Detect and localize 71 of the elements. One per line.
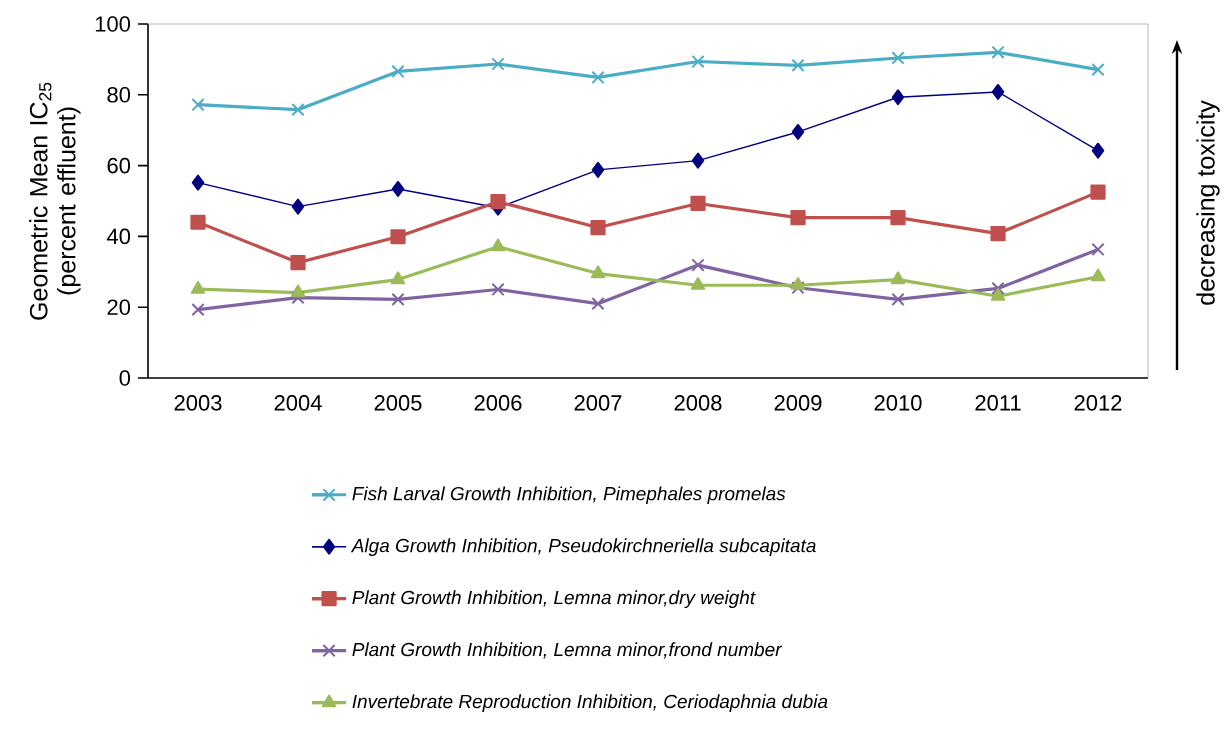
point: [591, 161, 605, 178]
point: [590, 265, 606, 279]
point: [690, 195, 706, 212]
point: [890, 271, 906, 285]
x-tick-label: 2004: [274, 395, 322, 411]
point: [990, 225, 1006, 242]
y-axis-title: Geometric Mean IC$_{25}$ (percent effluent): [29, 82, 81, 320]
point: [690, 277, 706, 290]
legend-label: Plant Growth Inhibition, Lemna minor,frond number: [352, 642, 783, 659]
point: [591, 296, 605, 311]
x-tick-label: 2003: [174, 395, 222, 411]
point: [691, 258, 705, 272]
point: [790, 210, 806, 226]
point: [190, 280, 206, 294]
legend-label: Plant Growth Inhibition, Lemna minor,dry weight: [352, 590, 756, 609]
point: [290, 254, 306, 271]
point: [191, 174, 205, 191]
point: [691, 152, 705, 169]
point: [890, 210, 906, 226]
point: [491, 57, 505, 71]
y-tick-label: 80: [107, 87, 131, 103]
point: [691, 54, 705, 69]
x-tick-label: 2005: [374, 395, 422, 411]
y-tick-label: 40: [106, 228, 131, 245]
point: [990, 288, 1006, 301]
y-tick-label: 60: [107, 157, 131, 174]
point: [991, 83, 1005, 100]
point: [291, 103, 305, 117]
point: [391, 292, 405, 307]
point: [290, 284, 306, 298]
legend-label: Alga Growth Inhibition, Pseudokirchneriella subcapitata: [350, 538, 816, 557]
point: [891, 51, 905, 65]
x-tick-label: 2011: [975, 395, 1021, 411]
point: [791, 123, 805, 140]
point: [491, 282, 505, 297]
point: [590, 219, 606, 236]
point: [991, 45, 1005, 59]
point: [390, 271, 406, 285]
point: [490, 194, 506, 210]
point: [391, 180, 405, 197]
point: [791, 58, 805, 73]
legend-label: Fish Larval Growth Inhibition, Pimephales promelas: [352, 486, 786, 505]
point: [390, 229, 406, 245]
point: [591, 70, 605, 85]
y-tick-label: 0: [119, 370, 131, 386]
x-tick-label: 2010: [874, 395, 922, 411]
point: [1091, 242, 1105, 257]
x-tick-label: 2012: [1074, 395, 1122, 411]
point: [190, 214, 206, 230]
point: [991, 281, 1005, 296]
point: [1090, 184, 1106, 200]
point: [490, 238, 506, 252]
point: [191, 98, 205, 112]
x-tick-label: 2008: [674, 395, 722, 411]
point: [791, 281, 805, 295]
point: [1091, 142, 1105, 159]
point: [1090, 268, 1106, 282]
x-tick-label: 2007: [574, 395, 622, 411]
point: [191, 303, 205, 317]
point: [891, 292, 905, 307]
point: [891, 89, 905, 106]
legend-label: Invertebrate Reproduction Inhibition, Ceriodaphnia dubia: [352, 694, 828, 712]
y-tick-label: 100: [95, 16, 131, 32]
point: [1091, 63, 1105, 77]
x-tick-label: 2009: [774, 395, 822, 411]
x-tick-label: 2006: [474, 395, 522, 411]
text: decreasing toxicity: [1196, 100, 1220, 305]
point: [291, 198, 305, 215]
point: [790, 277, 806, 290]
point: [391, 64, 405, 79]
y-tick-label: 20: [107, 299, 131, 315]
